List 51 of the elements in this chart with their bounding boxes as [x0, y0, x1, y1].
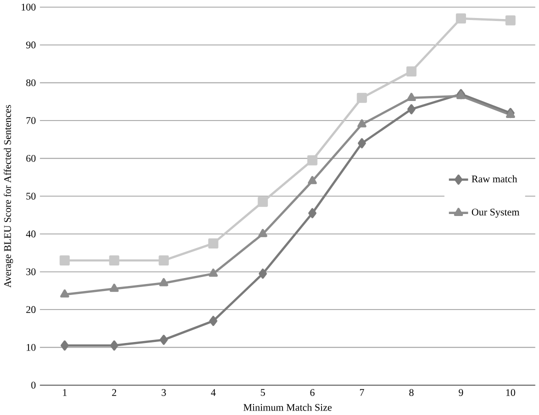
- x-tick-label: 4: [210, 389, 216, 396]
- point: [358, 138, 366, 149]
- y-tick-label: 80: [26, 80, 36, 86]
- point: [406, 93, 416, 102]
- x-tick-label: 10: [506, 389, 516, 396]
- y-tick-label: 0: [31, 382, 36, 389]
- point: [158, 256, 169, 266]
- x-tick-label: 7: [360, 389, 364, 396]
- y-tick-label: 60: [26, 155, 36, 162]
- point: [60, 340, 69, 351]
- point: [258, 268, 267, 279]
- y-axis-title: Average BLEU Score for Affected Sentences: [4, 105, 14, 288]
- point: [110, 340, 118, 351]
- y-tick-label: 10: [26, 344, 36, 352]
- point: [357, 120, 366, 128]
- x-tick-label: 5: [260, 389, 265, 396]
- point: [258, 197, 268, 208]
- point: [209, 316, 218, 326]
- x-tick-label: 1: [63, 389, 67, 396]
- x-tick-label: 6: [310, 389, 315, 396]
- point: [160, 334, 168, 346]
- legend-label: Our System: [472, 208, 520, 218]
- point: [60, 290, 70, 298]
- y-tick-label: 20: [26, 306, 36, 314]
- point: [208, 238, 218, 249]
- point: [308, 208, 316, 218]
- point: [505, 16, 516, 26]
- y-tick-label: 40: [26, 230, 36, 238]
- x-tick-label: 3: [162, 389, 166, 396]
- point: [308, 176, 317, 184]
- y-tick-label: 50: [26, 192, 36, 200]
- point: [406, 66, 416, 77]
- x-axis-title: Minimum Match Size: [244, 404, 332, 412]
- point: [159, 278, 168, 286]
- x-tick-label: 8: [409, 389, 414, 396]
- point: [258, 229, 268, 238]
- point: [307, 155, 318, 166]
- x-tick-label: 9: [458, 389, 464, 396]
- point: [456, 14, 466, 24]
- point: [60, 256, 70, 266]
- legend-label: Raw match: [472, 175, 518, 183]
- x-tick-label: 2: [112, 389, 116, 396]
- y-tick-label: 100: [22, 4, 36, 11]
- y-tick-label: 90: [26, 42, 36, 49]
- point: [110, 284, 119, 292]
- point: [356, 93, 367, 104]
- y-tick-label: 30: [26, 268, 36, 276]
- point: [109, 256, 120, 266]
- point: [407, 104, 416, 114]
- point: [208, 268, 218, 277]
- y-tick-label: 70: [26, 117, 36, 124]
